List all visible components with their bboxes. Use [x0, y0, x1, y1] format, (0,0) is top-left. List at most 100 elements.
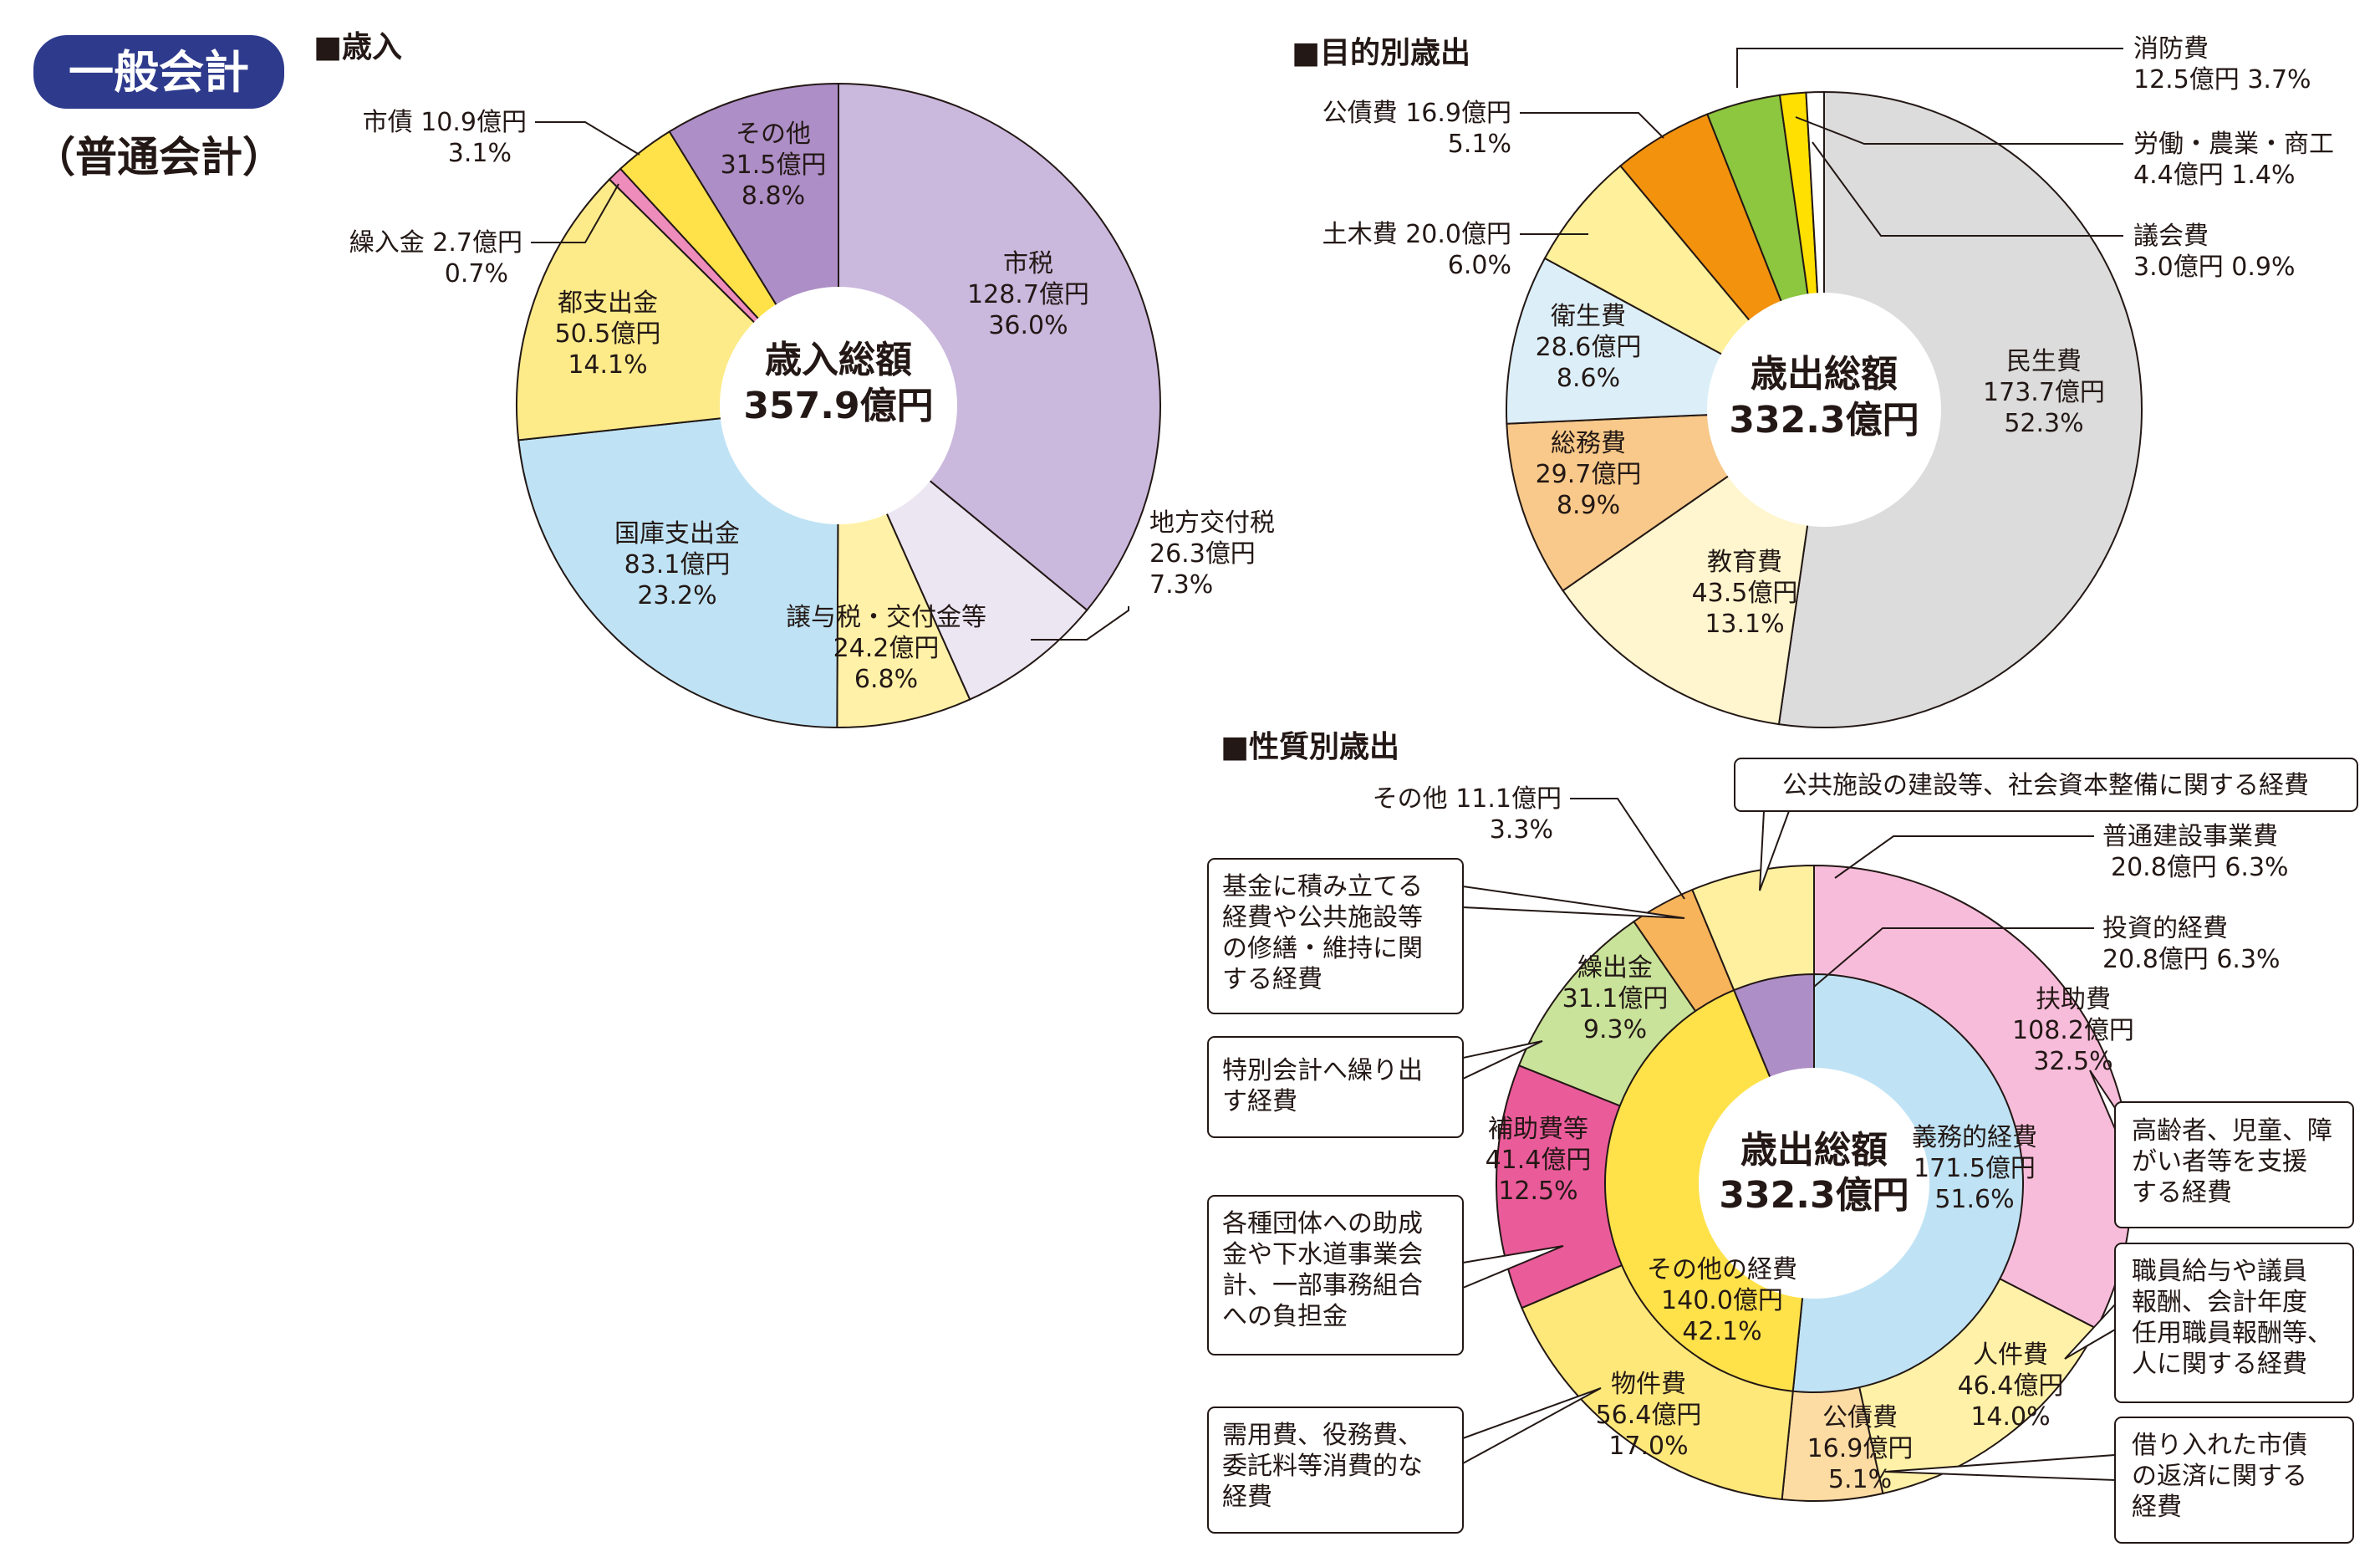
purpose-heading: ■目的別歳出	[1292, 36, 1470, 70]
revenue-center-total: 357.9億円	[743, 385, 933, 427]
purpose-label-welfare: 民生費 173.7億円 52.3%	[1983, 347, 2105, 438]
purpose-label-civil: 土木費 20.0億円 6.0%	[1323, 220, 1588, 280]
note-frame	[1207, 1036, 1464, 1138]
label-line: 26.3億円	[1149, 539, 1256, 569]
label-line: 6.8%	[854, 665, 918, 694]
label-line: 4.4億円 1.4%	[2133, 161, 2295, 190]
label-line: 20.8億円 6.3%	[2102, 945, 2281, 974]
label-line: 28.6億円	[1536, 333, 1642, 362]
note-pointer	[1884, 1453, 2116, 1482]
label-line: 171.5億円	[1914, 1154, 2036, 1183]
note-line: 任用職員報酬等、	[2132, 1319, 2332, 1348]
leader-line	[1812, 141, 2123, 237]
revenue-heading: ■歳入	[313, 30, 402, 64]
label-line: 108.2億円	[2012, 1016, 2134, 1045]
label-line: 扶助費	[2036, 985, 2111, 1014]
nature-label-mandatory: 義務的経費 171.5億円 51.6%	[1912, 1123, 2037, 1214]
label-line: 繰出金	[1577, 953, 1653, 983]
note-line: 各種団体への助成	[1222, 1209, 1423, 1238]
note-pointer	[1462, 1040, 1543, 1080]
label-line: 譲与税・交付金等	[786, 603, 986, 632]
label-line: 173.7億円	[1983, 378, 2105, 407]
label-line: その他 11.1億円	[1373, 784, 1562, 814]
note-line: 特別会計へ繰り出	[1222, 1056, 1423, 1085]
purpose-slice-0	[1777, 90, 2143, 728]
label-line: その他の経費	[1647, 1255, 1797, 1284]
note-construction-box: 公共施設の建設等、社会資本整備に関する経費	[1734, 758, 2358, 891]
note-line: す経費	[1222, 1087, 1297, 1116]
label-line: 消防費	[2133, 34, 2209, 64]
nature-label-assistance: 扶助費 108.2億円 32.5%	[2012, 985, 2134, 1076]
note-frame	[1734, 758, 2358, 812]
nature-label-personnel: 人件費 46.4億円 14.0%	[1958, 1340, 2064, 1432]
nature-label-other: その他 11.1億円 3.3%	[1373, 784, 1685, 900]
label-line: 総務費	[1551, 429, 1626, 458]
label-line: 6.0%	[1448, 251, 1511, 280]
label-line: 46.4億円	[1958, 1371, 2064, 1401]
leader-line	[1736, 48, 2123, 88]
label-line: 12.5億円 3.7%	[2133, 65, 2311, 94]
nature-label-debt: 公債費 16.9億円 5.1%	[1807, 1403, 1914, 1494]
leader-line	[1813, 927, 2094, 988]
label-line: 補助費等	[1488, 1115, 1588, 1144]
purpose-label-assembly: 議会費 3.0億円 0.9%	[1812, 141, 2295, 282]
label-line: 8.6%	[1557, 364, 1620, 393]
label-line: 都支出金	[558, 288, 658, 318]
nature-center-hole	[1699, 1068, 1929, 1299]
note-frame	[1207, 1406, 1464, 1534]
label-line: 13.1%	[1705, 610, 1784, 639]
label-line: 14.1%	[568, 350, 647, 380]
leader-line	[531, 183, 619, 243]
label-line: 56.4億円	[1596, 1401, 1702, 1430]
label-line: 36.0%	[988, 311, 1068, 340]
badge-subtitle: （普通会計）	[33, 133, 284, 181]
leader-line	[1834, 835, 2094, 879]
revenue-center-title: 歳入総額	[765, 339, 912, 381]
label-line: 12.5%	[1498, 1177, 1577, 1206]
badge-label: 一般会計	[69, 46, 249, 99]
label-line: 31.5億円	[721, 151, 827, 180]
leader-line	[535, 121, 640, 156]
nature-label-investment: 投資的経費 20.8億円 6.3%	[1813, 914, 2281, 988]
note-subsidy-box: 各種団体への助成 金や下水道事業会 計、一部事務組合 への負担金	[1207, 1195, 1564, 1355]
label-line: 7.3%	[1149, 570, 1213, 600]
nature-label-goods: 物件費 56.4億円 17.0%	[1596, 1370, 1702, 1461]
label-line: 51.6%	[1934, 1185, 2014, 1214]
note-frame	[1207, 858, 1464, 1014]
label-line: 52.3%	[2004, 409, 2083, 438]
general-account-badge: 一般会計	[33, 35, 284, 109]
label-line: 9.3%	[1583, 1015, 1647, 1044]
nature-label-other-expense: その他の経費 140.0億円 42.1%	[1647, 1255, 1797, 1346]
revenue-label-other: その他 31.5億円 8.8%	[721, 120, 827, 211]
note-pointer	[1462, 885, 1685, 919]
note-pointer	[1462, 1387, 1602, 1465]
leader-line	[1570, 798, 1685, 900]
badge-background	[33, 35, 284, 109]
label-line: 繰入金 2.7億円	[349, 228, 522, 258]
label-line: 20.8億円 6.3%	[2111, 853, 2289, 882]
label-line: 8.9%	[1557, 491, 1620, 520]
note-pointer	[2089, 1070, 2116, 1130]
note-line: 基金に積み立てる	[1222, 872, 1423, 901]
note-other-box: 基金に積み立てる 経費や公共施設等 の修繕・維持に関 する経費	[1207, 858, 1685, 1014]
label-line: 地方交付税	[1149, 508, 1275, 538]
label-line: 128.7億円	[967, 280, 1089, 309]
nature-center-title: 歳出総額	[1740, 1129, 1888, 1172]
note-line: 人に関する経費	[2132, 1350, 2307, 1379]
label-line: 31.1億円	[1562, 984, 1669, 1013]
note-pointer	[1462, 1245, 1564, 1289]
label-line: 17.0%	[1608, 1432, 1688, 1461]
note-line: 経費	[2132, 1493, 2182, 1522]
label-line: 43.5億円	[1692, 579, 1798, 608]
note-line: 報酬、会計年度	[2132, 1288, 2307, 1317]
note-line: 職員給与や議員	[2132, 1257, 2307, 1286]
note-line: する経費	[2132, 1178, 2232, 1207]
label-line: 物件費	[1611, 1370, 1686, 1399]
note-line: 委託料等消費的な	[1222, 1452, 1423, 1481]
purpose-label-debt: 公債費 16.9億円 5.1%	[1323, 99, 1664, 159]
note-line: への負担金	[1222, 1302, 1348, 1331]
purpose-label-health: 衛生費 28.6億円 8.6%	[1536, 302, 1642, 393]
note-line: の返済に関する	[2132, 1462, 2307, 1491]
label-line: 労働・農業・商工	[2133, 130, 2334, 159]
